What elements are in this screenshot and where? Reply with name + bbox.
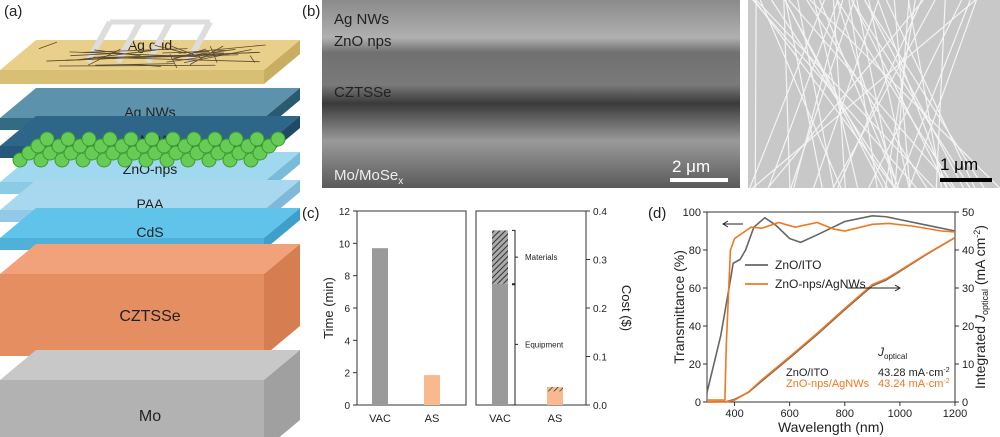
ytick-time: 10 [339,239,351,250]
y2tick: 50 [962,207,974,219]
bar-materials-AS [547,387,563,391]
layer-mo: Mo [0,350,300,437]
label-zno-nps: ZnO nps [334,33,392,50]
chart-transmittance: 400 600 800 1000 120002040608010001020304050… [671,207,990,435]
xtick: VAC [369,413,391,425]
x-axis-label: Wavelength (nm) [778,419,884,435]
layer-label-cztsse: CZTSSe [119,308,180,325]
scale-bar-1um: 1 μm [940,155,978,174]
y-axis-label: Transmittance (%) [671,250,687,364]
xtick: AS [548,413,563,425]
ytick: 20 [689,359,701,371]
ytick-cost: 0.0 [593,401,607,412]
bar-materials-VAC [492,230,508,283]
figure: (a) (b) (c) (d) Ag gridAg NWsAMPAZnO-nps… [0,0,1000,437]
ytick-time: 8 [344,272,350,283]
brackets [512,230,518,405]
ytick-cost: 0.1 [593,353,607,364]
table-value: 43.24 mA·cm-2 [878,378,950,390]
xtick: 1200 [943,408,967,420]
bar-equipment-VAC [492,284,508,405]
y-axis-label-time: Time (min) [321,277,336,339]
layer-label-mo: Mo [139,408,161,425]
panel-label-b: (b) [302,3,320,20]
table-name: ZnO-nps/AgNWs [786,378,870,390]
y2tick: 0 [962,397,968,409]
ytick: 80 [689,245,701,257]
table-header: Joptical [877,345,907,361]
chart-time-cost: 0 2 4 6 8 10 12 0.0 0.1 0.2 0.3 0.4 Time (min) Cost (… [321,207,634,425]
annotation-equipment: Equipment [525,340,564,349]
y-axis-label-cost: Cost ($) [619,285,634,331]
series-zno-ito [707,216,955,393]
bar-time-VAC [372,248,388,405]
legend-1: ZnO-nps/AgNWs [775,277,866,291]
ytick: 60 [689,283,701,295]
xtick: AS [425,413,440,425]
annotation-materials: Materials [525,253,557,262]
label-cztsse: CZTSSe [334,84,392,101]
sem-top-view: 1 μm [748,0,1000,188]
arrow-left-axis [723,221,743,227]
scale-bar-2um: 2 μm [672,157,710,176]
panel-label-c: (c) [302,205,320,222]
ytick: 40 [689,321,701,333]
sem-cross-section: Ag NWs ZnO nps CZTSSe Mo/MoSex 2 μm [322,0,740,188]
panel-label-a: (a) [4,3,22,20]
y2-axis-label: Integrated Joptical (mA cm-2) [972,225,990,389]
ytick-time: 6 [344,304,350,315]
ytick-cost: 0.3 [593,256,607,267]
layer-cztsse: CZTSSe [0,244,300,356]
ytick-cost: 0.4 [593,207,607,218]
label-ag-nws: Ag NWs [334,11,389,28]
layer-label-cds: CdS [136,224,163,240]
ytick-time: 2 [344,369,350,380]
ytick: 0 [695,397,701,409]
ytick-cost: 0.2 [593,304,607,315]
panel-label-d: (d) [648,205,666,222]
ytick-time: 12 [339,207,351,218]
legend-0: ZnO/ITO [775,258,821,272]
xtick: 400 [725,408,743,420]
ytick-time: 0 [344,401,350,412]
device-stack-diagram: Ag gridAg NWsAMPAZnO-npsPAACdSCZTSSeMo [0,22,300,437]
xtick: VAC [489,413,511,425]
ytick-time: 4 [344,336,350,347]
ytick: 100 [683,207,701,219]
bar-time-AS [424,375,440,405]
xtick: 1000 [888,408,912,420]
bar-equipment-AS [547,391,563,405]
layer-cds: CdS [0,208,300,250]
